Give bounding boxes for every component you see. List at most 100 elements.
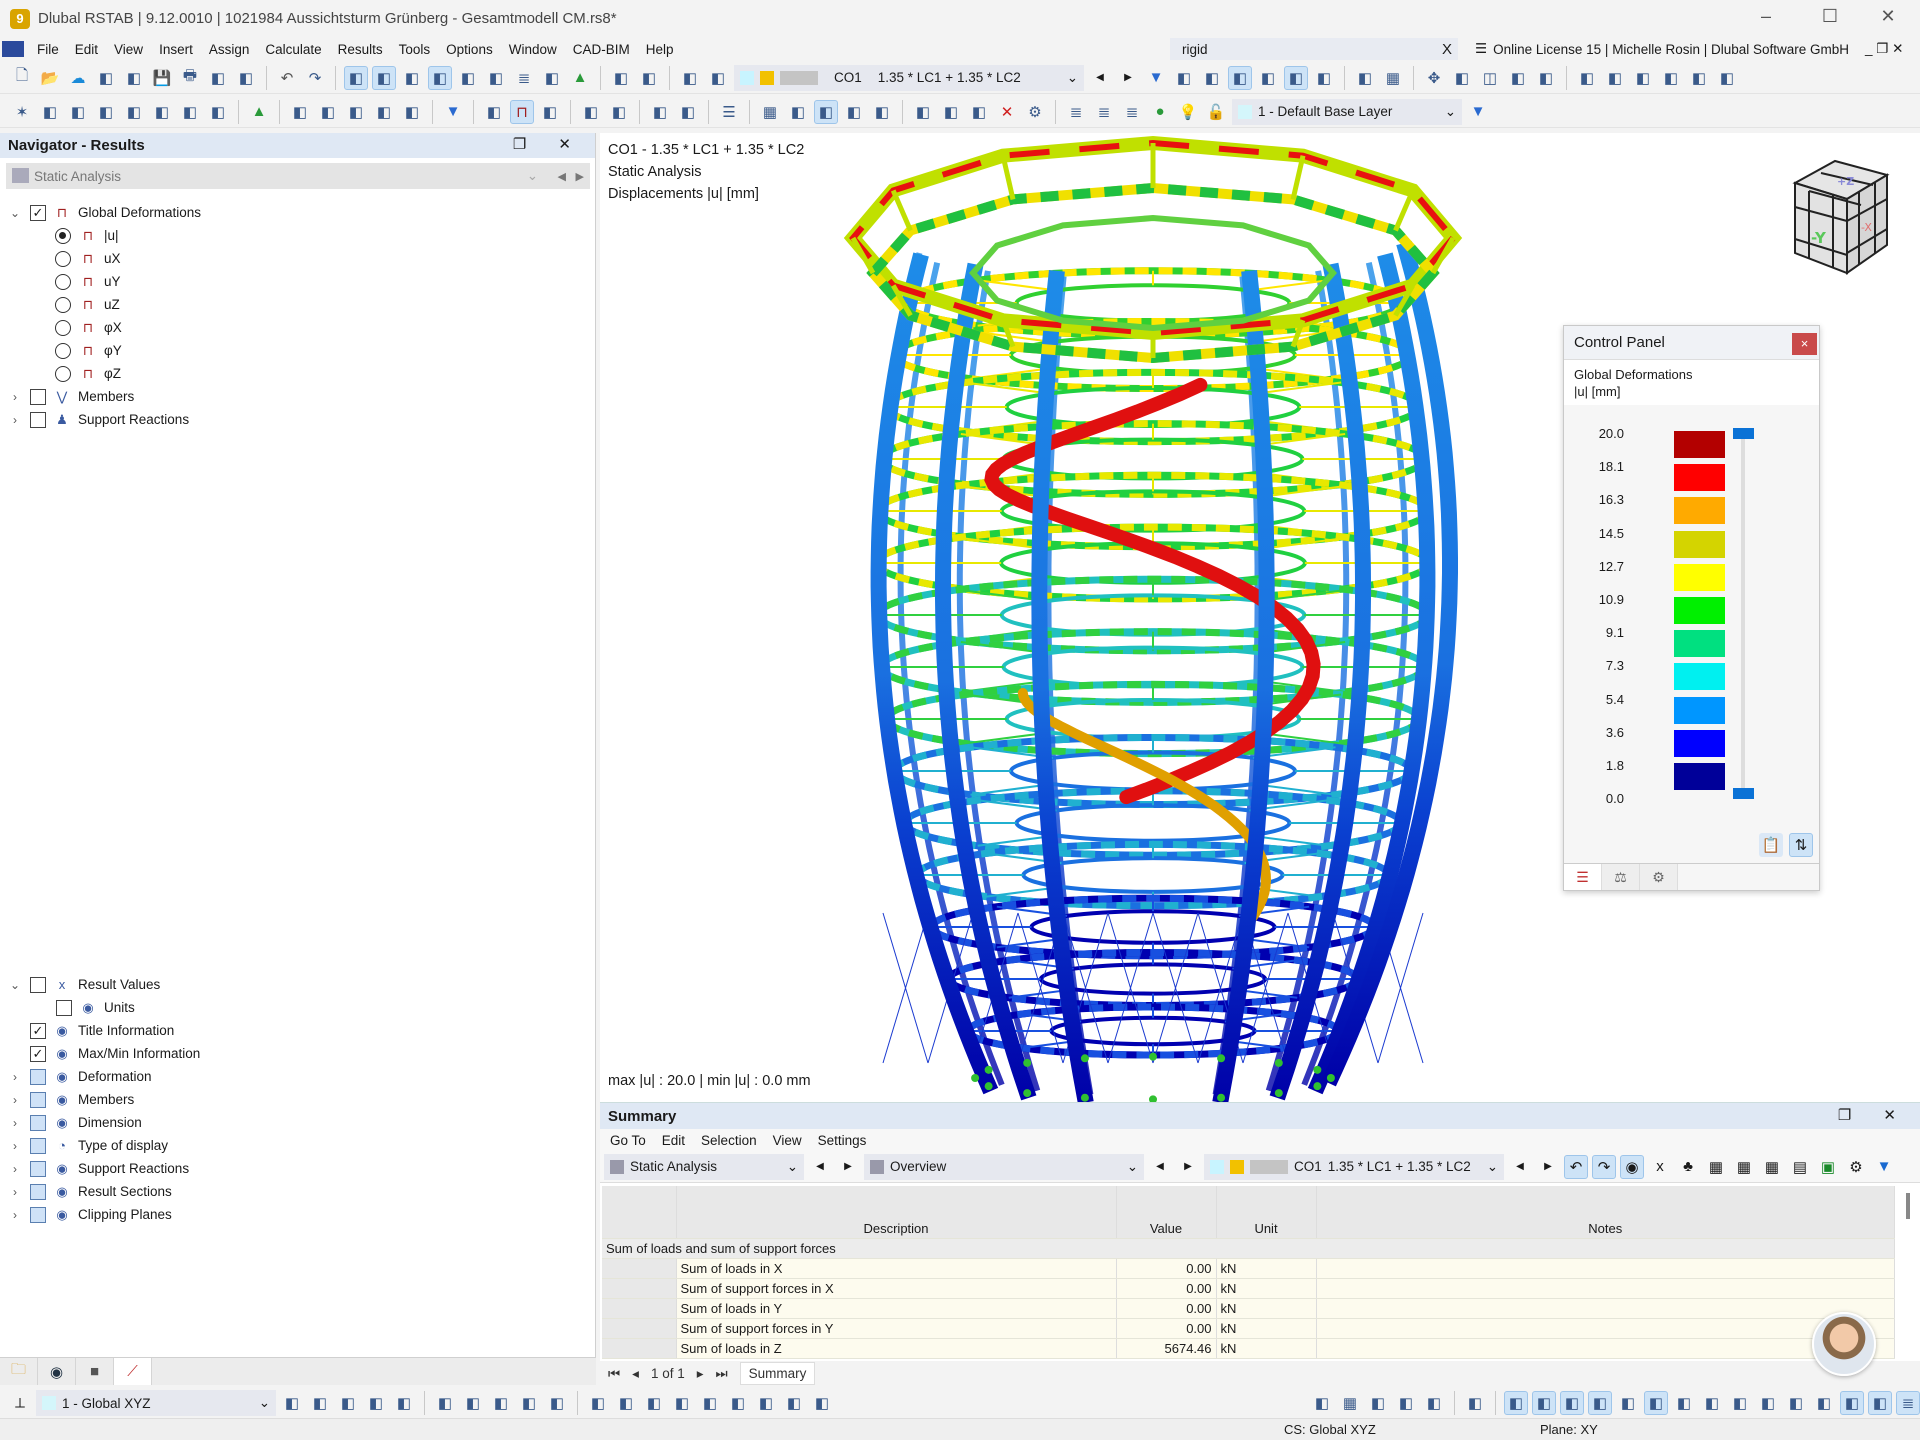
iso-icon[interactable]: ◧	[396, 1395, 412, 1412]
list-icon[interactable]: ◧	[544, 69, 560, 87]
layer-dropdown[interactable]: 1 - Default Base Layer ⌄	[1232, 98, 1462, 125]
tables-icon[interactable]: ◧	[372, 65, 396, 90]
reactions-icon[interactable]: ◧	[611, 103, 627, 121]
filter-icon[interactable]: ▼	[1148, 69, 1164, 86]
color-scale-icon[interactable]: ☰	[722, 103, 736, 121]
summary-analysis-dropdown[interactable]: Static Analysis ⌄	[604, 1153, 804, 1180]
navigator-controls[interactable]: ❐ ✕	[512, 136, 585, 153]
bulb-icon[interactable]: 💡	[1178, 103, 1198, 121]
checkbox[interactable]	[56, 999, 72, 1016]
search-input[interactable]: rigid X	[1170, 38, 1458, 60]
node-snap-icon[interactable]: ◧	[702, 1395, 718, 1412]
expand-chevron-right-icon[interactable]: ›	[13, 1115, 17, 1130]
menu-tools[interactable]: Tools	[398, 41, 431, 57]
checkbox[interactable]	[30, 1091, 46, 1108]
tab-balance-icon[interactable]: ⚖	[1602, 864, 1640, 890]
plane-yz-icon[interactable]: ◧	[846, 103, 862, 121]
document-window-controls[interactable]: _ ❐ ✕	[1865, 41, 1904, 56]
table-row[interactable]: Sum of loads in Z 5674.46 kN	[602, 1338, 1895, 1359]
checkbox[interactable]: ✓	[30, 204, 46, 221]
angle-icon[interactable]: ◧	[1467, 1395, 1483, 1412]
animation-icon[interactable]: ◧	[542, 103, 558, 121]
cube-front-face[interactable]	[1794, 181, 1848, 275]
status-ok-icon[interactable]: ●	[1155, 103, 1165, 120]
guide-icon[interactable]: ◧	[549, 1395, 565, 1412]
new-icon[interactable]: 🗋	[15, 67, 29, 84]
layer-lock-icon[interactable]: ≣	[1097, 103, 1111, 121]
tab-summary[interactable]: Summary	[739, 1362, 816, 1385]
filter-icon[interactable]: ▼	[445, 103, 461, 120]
expand-chevron-right-icon[interactable]: ›	[13, 1092, 17, 1107]
navigator-icon[interactable]: ◧	[344, 65, 368, 90]
layer-add-icon[interactable]: ≣	[1125, 103, 1139, 121]
parallel-icon[interactable]: ◧	[1704, 1395, 1720, 1412]
new-report-icon[interactable]: ◧	[210, 69, 226, 87]
panel-icon[interactable]: ◧	[428, 65, 452, 90]
next-icon[interactable]: ▶	[575, 170, 584, 183]
export-icon[interactable]: 📋	[1759, 833, 1783, 857]
filter-icon[interactable]: ▼	[1470, 103, 1486, 120]
app-menu-icon[interactable]	[2, 41, 24, 57]
summary-menu-settings[interactable]: Settings	[817, 1132, 867, 1148]
cube-side-face[interactable]	[1846, 173, 1888, 275]
checkbox[interactable]	[30, 1206, 46, 1223]
object-snap-icon[interactable]: ◧	[1370, 1395, 1386, 1412]
excel-icon[interactable]: ▣	[1820, 1158, 1836, 1176]
summary-menu-edit[interactable]: Edit	[661, 1132, 686, 1148]
member-set-icon[interactable]: ◧	[98, 103, 114, 121]
support-icon[interactable]: ▲	[572, 69, 588, 86]
plane-xy-icon[interactable]: ◧	[814, 99, 838, 124]
move-icon[interactable]: ✥	[1427, 69, 1441, 87]
grid-snap-icon[interactable]: ◧	[1314, 1395, 1330, 1412]
expand-chevron-right-icon[interactable]: ›	[13, 1184, 17, 1199]
expand-chevron-right-icon[interactable]: ›	[13, 412, 17, 427]
cs-icon[interactable]: ◧	[284, 1395, 300, 1412]
tree-item-uy[interactable]: ⊓ uY	[0, 270, 590, 293]
summary-controls[interactable]: ❐ ✕	[1837, 1107, 1910, 1124]
table-row[interactable]: Sum of support forces in Y 0.00 kN	[602, 1318, 1895, 1339]
dim-3-icon[interactable]: ◧	[493, 1395, 509, 1412]
member-icon[interactable]: ◧	[42, 103, 58, 121]
next-page-icon[interactable]: ▸	[696, 1365, 704, 1381]
script-icon[interactable]: ◧	[488, 69, 504, 87]
control-panel-close-button[interactable]: ×	[1792, 333, 1817, 355]
tab-camera-icon[interactable]: ■	[76, 1358, 114, 1385]
view-xz-icon[interactable]: ◧	[340, 1395, 356, 1412]
rect-icon[interactable]: ◧	[1560, 1391, 1584, 1415]
menu-results[interactable]: Results	[337, 41, 383, 57]
tangent-icon[interactable]: ◧	[1788, 1395, 1804, 1412]
summary-menu-view[interactable]: View	[772, 1132, 802, 1148]
results-2-icon[interactable]: ◧	[1284, 65, 1308, 90]
node-icon[interactable]: ✶	[15, 103, 29, 121]
tree-item-result-sections[interactable]: › ◉ Result Sections	[0, 1180, 590, 1203]
radio-button[interactable]	[55, 250, 71, 267]
checkbox[interactable]: ✓	[30, 1045, 46, 1062]
tree-item-uz[interactable]: ⊓ uZ	[0, 293, 590, 316]
dim-4-icon[interactable]: ◧	[521, 1395, 537, 1412]
tree-item--u-[interactable]: ⊓ |u|	[0, 224, 590, 247]
tab-settings-icon[interactable]: ⚙	[1640, 864, 1678, 890]
perp-2-icon[interactable]: ◧	[1760, 1395, 1776, 1412]
deformation-icon[interactable]: ⊓	[510, 99, 534, 124]
ortho-icon[interactable]: ◧	[1504, 1391, 1528, 1415]
grid-icon[interactable]: ▦	[762, 103, 778, 121]
support-icon[interactable]: ▲	[251, 103, 267, 120]
tree-item-max-min-information[interactable]: ✓ ◉ Max/Min Information	[0, 1042, 590, 1065]
coordinate-system-icon[interactable]: ⟂	[14, 1394, 25, 1412]
tree-item--z[interactable]: ⊓ φZ	[0, 362, 590, 385]
surface-icon[interactable]: ◧	[210, 103, 226, 121]
prev-icon[interactable]: ◀	[1096, 72, 1104, 83]
tree-item--x[interactable]: ⊓ φX	[0, 316, 590, 339]
delete-icon[interactable]: ✕	[1000, 103, 1014, 121]
table-3-icon[interactable]: ▦	[1764, 1158, 1780, 1176]
box-edit-icon[interactable]: ◧	[1510, 69, 1526, 87]
clear-search-button[interactable]: X	[1441, 40, 1452, 58]
tab-results-icon[interactable]: ⟋	[114, 1358, 152, 1385]
line-x-icon[interactable]: ◧	[758, 1395, 774, 1412]
save-icon[interactable]: 💾	[152, 69, 172, 87]
grid-show-icon[interactable]: ◧	[1840, 1391, 1864, 1415]
link-icon[interactable]: ◧	[915, 103, 931, 121]
radio-button[interactable]	[55, 227, 71, 244]
layer-icon[interactable]: ≣	[1069, 103, 1083, 121]
graph-icon[interactable]: ◧	[404, 69, 420, 87]
